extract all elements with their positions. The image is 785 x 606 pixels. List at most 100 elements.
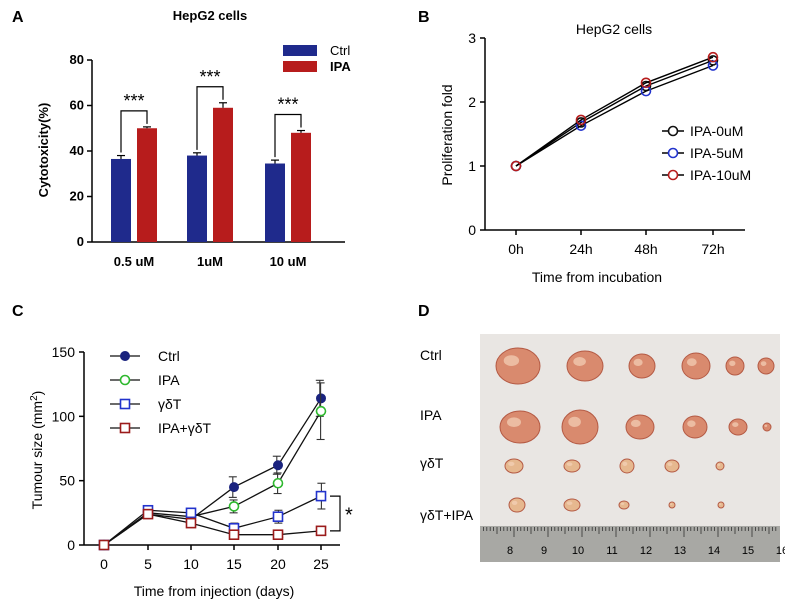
panel-a-x-tick-label: 0.5 uM bbox=[114, 254, 154, 269]
row-label-ctrl: Ctrl bbox=[420, 347, 442, 363]
panel-a-y-tick-label: 40 bbox=[70, 143, 84, 158]
legend-marker-c-3 bbox=[119, 422, 131, 434]
tumour-line-3 bbox=[103, 513, 322, 546]
panel-a-y-tick-label: 60 bbox=[70, 98, 84, 113]
tumour-sample bbox=[499, 410, 541, 444]
significance-bracket bbox=[120, 110, 148, 153]
row-label-gdt: γδT bbox=[420, 455, 444, 471]
tumour-sample bbox=[664, 459, 680, 473]
legend-marker-c-0 bbox=[120, 351, 130, 361]
panel-c-y-axis-label: Tumour size (mm2) bbox=[29, 391, 45, 510]
legend-ctrl-label: Ctrl bbox=[330, 43, 350, 58]
point-ipa-10um bbox=[575, 114, 587, 126]
tumour-line-0 bbox=[103, 397, 322, 546]
tumour-sample bbox=[717, 501, 725, 509]
tumour-point-0 bbox=[273, 460, 283, 471]
significance-marker: *** bbox=[199, 67, 220, 87]
panel-letter-d: D bbox=[418, 303, 430, 320]
tumour-point-3 bbox=[185, 517, 197, 529]
tumour-highlight bbox=[508, 461, 515, 466]
tumour-sample bbox=[563, 459, 581, 473]
legend-marker-c-2 bbox=[119, 398, 131, 410]
tumour-sample bbox=[495, 347, 541, 385]
tumour-highlight bbox=[566, 501, 573, 506]
legend-ipa-label: IPA bbox=[330, 59, 351, 74]
panel-b-y-tick-label: 3 bbox=[468, 30, 476, 46]
legend-marker-ipa-10um bbox=[667, 169, 679, 181]
row-label-ipa: IPA bbox=[420, 407, 442, 423]
ruler-number: 12 bbox=[640, 545, 652, 557]
bar-ctrl-1uM bbox=[187, 155, 207, 242]
panel-c-x-axis-label: Time from injection (days) bbox=[134, 583, 295, 599]
panel-c-x-tick-label: 10 bbox=[183, 556, 199, 572]
tumour-highlight bbox=[503, 355, 520, 366]
tumour-sample bbox=[762, 422, 772, 432]
legend-label-ipa-0um: IPA-0uM bbox=[690, 123, 743, 139]
panel-b-y-axis-label: Proliferation fold bbox=[439, 84, 455, 185]
ruler-number: 14 bbox=[708, 545, 720, 557]
tumour-sample bbox=[668, 501, 676, 509]
tumour-sample bbox=[728, 418, 748, 436]
panel-c-y-tick-label: 50 bbox=[59, 473, 75, 489]
panel-b-x-tick-label: 24h bbox=[569, 241, 592, 257]
tumour-point-3 bbox=[98, 539, 110, 551]
panel-c-significance-bracket bbox=[330, 495, 341, 532]
panel-c-y-axis-label-sup: 2 bbox=[29, 395, 40, 401]
tumour-point-3 bbox=[228, 529, 240, 541]
tumour-point-2 bbox=[272, 511, 284, 522]
panel-b-x-axis-label: Time from incubation bbox=[532, 269, 662, 285]
panel-a-x-tick-label: 1uM bbox=[197, 254, 223, 269]
point-ipa-10um bbox=[707, 51, 719, 63]
significance-bracket bbox=[196, 86, 224, 150]
tumour-sample bbox=[504, 458, 524, 474]
panel-letter-a: A bbox=[12, 9, 24, 26]
bar-ctrl-0.5uM bbox=[111, 158, 131, 242]
legend-marker-c-1 bbox=[119, 374, 131, 386]
panel-c-x-tick-label: 15 bbox=[226, 556, 242, 572]
bar-ipa-0.5uM bbox=[137, 128, 157, 242]
legend-label-c-3: IPA+γδT bbox=[158, 420, 211, 436]
tumour-highlight bbox=[729, 360, 736, 366]
tumour-point-2 bbox=[315, 490, 327, 502]
row-label-gdt-ipa: γδT+IPA bbox=[420, 507, 474, 523]
tumour-highlight bbox=[630, 419, 641, 427]
ruler-number: 13 bbox=[674, 545, 686, 557]
tumour-point-3 bbox=[272, 529, 284, 541]
tumour-highlight bbox=[667, 462, 673, 467]
ruler-number: 9 bbox=[541, 545, 547, 557]
panel-c-y-tick-label: 150 bbox=[52, 344, 76, 360]
tumour-line-2 bbox=[103, 495, 322, 546]
ruler-number: 8 bbox=[507, 545, 513, 557]
tumour-sample bbox=[561, 409, 599, 445]
tumour-highlight bbox=[620, 502, 625, 505]
tumour-highlight bbox=[670, 503, 673, 505]
panel-b-y-tick-label: 0 bbox=[468, 222, 476, 238]
tumour-point-1 bbox=[272, 477, 284, 489]
bar-ipa-10uM bbox=[291, 132, 311, 242]
panel-b-title: HepG2 cells bbox=[576, 21, 652, 37]
panel-c-y-axis-label-end: ) bbox=[29, 391, 45, 396]
tumour-point-1 bbox=[315, 405, 327, 417]
tumour-point-2 bbox=[185, 507, 197, 519]
tumour-point-3 bbox=[315, 525, 327, 537]
tumour-highlight bbox=[511, 500, 518, 505]
panel-c-x-tick-label: 0 bbox=[100, 556, 108, 572]
panel-a-y-axis-label: Cytotoxicity(%) bbox=[36, 103, 51, 198]
point-ipa-10um bbox=[640, 77, 652, 89]
point-ipa-0um bbox=[707, 55, 719, 66]
legend-label-ipa-10um: IPA-10uM bbox=[690, 167, 751, 183]
panel-b-x-tick-label: 48h bbox=[634, 241, 657, 257]
tumour-highlight bbox=[687, 420, 696, 428]
tumour-sample bbox=[681, 352, 711, 380]
tumour-highlight bbox=[732, 422, 739, 427]
significance-bracket bbox=[274, 113, 302, 158]
panel-c-x-tick-label: 5 bbox=[144, 556, 152, 572]
tumour-highlight bbox=[686, 358, 697, 366]
panel-c-y-tick-label: 0 bbox=[67, 537, 75, 553]
tumour-highlight bbox=[622, 461, 628, 466]
tumour-highlight bbox=[764, 424, 768, 427]
panel-a-y-tick-label: 80 bbox=[70, 52, 84, 67]
panel-c-y-axis-label-main: Tumour size (mm bbox=[29, 401, 45, 509]
panel-a-x-tick-label: 10 uM bbox=[270, 254, 307, 269]
panel-b-y-tick-label: 1 bbox=[468, 158, 476, 174]
